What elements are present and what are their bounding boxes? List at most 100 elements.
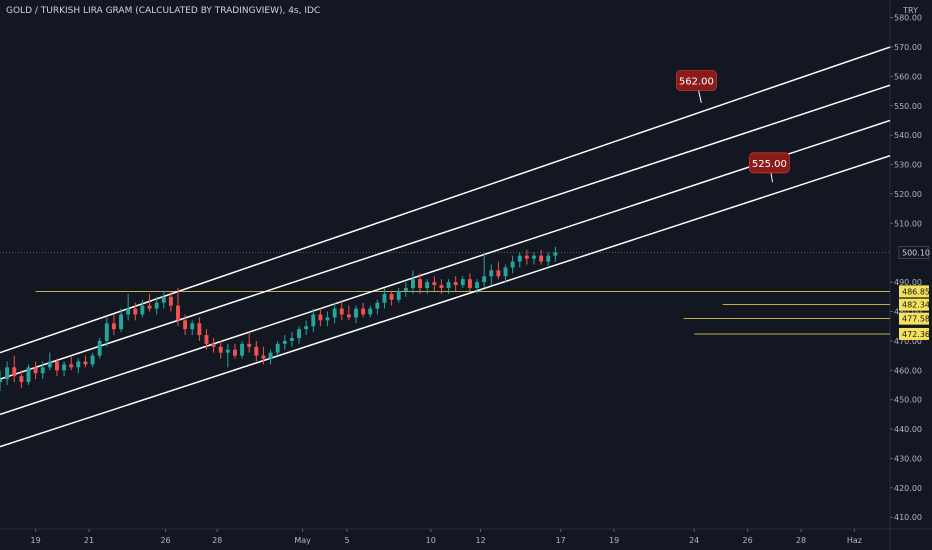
candle bbox=[453, 276, 458, 291]
channel-line[interactable] bbox=[0, 119, 891, 416]
candle-body bbox=[389, 293, 394, 300]
x-tick-label: 12 bbox=[476, 536, 486, 545]
candle bbox=[382, 288, 387, 309]
x-tick-label: Haz bbox=[847, 536, 862, 545]
candle-body bbox=[282, 340, 287, 344]
candle bbox=[375, 299, 380, 315]
candle bbox=[532, 252, 536, 265]
candle bbox=[254, 340, 259, 362]
x-tick-label: 28 bbox=[212, 536, 222, 545]
candle-body bbox=[55, 361, 59, 371]
candle bbox=[240, 340, 245, 359]
candle bbox=[133, 302, 138, 321]
candle bbox=[325, 311, 330, 327]
channel-lines[interactable] bbox=[0, 46, 891, 448]
price-callouts[interactable]: 562.00 525.00 bbox=[676, 70, 790, 183]
candle bbox=[289, 332, 294, 347]
y-tick-label: 570.00 bbox=[894, 43, 922, 52]
candle-body bbox=[411, 279, 415, 289]
candle-body bbox=[503, 267, 508, 277]
channel-line[interactable] bbox=[0, 84, 891, 380]
level-label: 477.58 bbox=[902, 315, 930, 324]
y-tick-label: 520.00 bbox=[894, 190, 922, 199]
current-price-bg bbox=[898, 246, 930, 259]
candle bbox=[339, 299, 344, 321]
currency-label: TRY bbox=[903, 6, 918, 15]
candle bbox=[111, 314, 116, 336]
candle bbox=[411, 270, 415, 294]
x-tick-label: 19 bbox=[609, 536, 619, 545]
y-tick-label: 460.00 bbox=[894, 366, 922, 375]
candle-body bbox=[382, 293, 387, 303]
candle-body bbox=[168, 296, 173, 306]
level-label: 472.36 bbox=[902, 330, 930, 339]
candle bbox=[233, 343, 237, 359]
candle-body bbox=[111, 323, 116, 330]
level-label-bg bbox=[899, 312, 929, 325]
candle-body bbox=[375, 302, 380, 309]
candle-body bbox=[517, 255, 522, 262]
candle bbox=[275, 340, 280, 356]
candle bbox=[218, 340, 223, 359]
candle-body bbox=[154, 302, 159, 309]
y-tick-label: 450.00 bbox=[894, 396, 922, 405]
candle-body bbox=[233, 349, 237, 356]
candle-body bbox=[553, 252, 558, 256]
candle-body bbox=[119, 314, 123, 330]
candle-body bbox=[104, 323, 109, 341]
y-tick-label: 420.00 bbox=[894, 484, 922, 493]
candle-body bbox=[539, 255, 544, 262]
candle bbox=[197, 317, 202, 341]
level-label-bg bbox=[899, 298, 929, 311]
candle bbox=[62, 361, 67, 377]
candle bbox=[524, 249, 529, 265]
y-tick-label: 510.00 bbox=[894, 219, 922, 228]
candle-body bbox=[190, 323, 195, 330]
candle-body bbox=[460, 279, 465, 286]
candle bbox=[261, 346, 266, 365]
candle bbox=[318, 308, 323, 327]
channel-line[interactable] bbox=[0, 155, 891, 448]
candle-body bbox=[140, 305, 145, 315]
y-tick-label: 530.00 bbox=[894, 161, 922, 170]
x-tick-label: 10 bbox=[426, 536, 436, 545]
candle-body bbox=[532, 255, 536, 259]
candle bbox=[55, 358, 59, 377]
x-tick-label: 26 bbox=[743, 536, 753, 545]
candle-body bbox=[524, 255, 529, 259]
candle bbox=[503, 264, 508, 283]
candle-body bbox=[33, 367, 38, 374]
candle bbox=[83, 355, 88, 368]
candle bbox=[76, 358, 81, 374]
candle-body bbox=[147, 305, 152, 309]
candle bbox=[346, 305, 351, 321]
candle bbox=[183, 314, 188, 336]
candle-body bbox=[240, 343, 245, 356]
price-callout[interactable]: 562.00 bbox=[676, 70, 717, 103]
candle-body bbox=[97, 340, 102, 356]
callout-text: 562.00 bbox=[679, 77, 714, 88]
candles bbox=[0, 246, 558, 391]
time-axis[interactable]: 19 21 26 28 May 5 10 12 17 19 24 26 28 Haz bbox=[31, 529, 862, 545]
candle-body bbox=[69, 364, 74, 368]
candle-body bbox=[496, 270, 501, 277]
candle bbox=[297, 326, 301, 344]
candle-body bbox=[247, 343, 252, 347]
y-tick-label: 580.00 bbox=[894, 14, 922, 23]
channel-line[interactable] bbox=[0, 46, 891, 354]
level-label: 482.34 bbox=[902, 301, 930, 310]
candle bbox=[396, 288, 401, 303]
y-tick-label: 490.00 bbox=[894, 278, 922, 287]
price-callout[interactable]: 525.00 bbox=[748, 152, 790, 183]
candle-body bbox=[183, 320, 188, 330]
candle-body bbox=[318, 314, 323, 321]
candle-body bbox=[197, 323, 202, 336]
candle-body bbox=[133, 308, 138, 315]
current-price-label: 500.10 bbox=[902, 248, 930, 257]
candle-body bbox=[289, 337, 294, 341]
price-axis[interactable]: 580.00 570.00 560.00 550.00 540.00 530.00 520.… bbox=[890, 14, 930, 523]
candle-body bbox=[346, 314, 351, 318]
candle-body bbox=[254, 346, 259, 356]
